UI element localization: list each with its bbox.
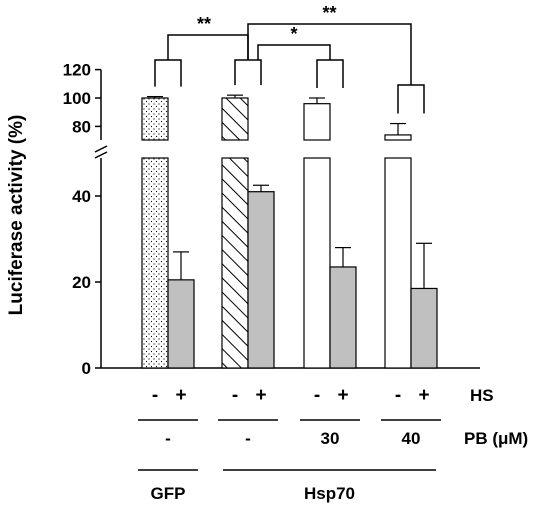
hs-label: - (395, 385, 401, 406)
group-bracket (397, 84, 425, 114)
hs-label: - (314, 385, 320, 406)
bar-lower-segment (303, 157, 331, 369)
y-tick-label: 20 (72, 273, 91, 292)
hs-row-label: HS (470, 386, 494, 405)
group-bracket (154, 59, 182, 87)
axis-break-mark (94, 145, 108, 153)
bar-lower-segment (221, 157, 249, 369)
hs-label: + (418, 385, 429, 406)
hs-label: + (255, 385, 266, 406)
bar (247, 191, 275, 369)
significance-label: * (290, 24, 297, 44)
pb-label: - (165, 429, 171, 448)
group-bracket (234, 59, 262, 86)
hs-label: + (175, 385, 186, 406)
y-axis-label: Luciferase activity (%) (6, 115, 27, 316)
bars (141, 94, 438, 369)
bar (329, 266, 357, 369)
group-bracket (316, 59, 344, 88)
bar-lower-segment (141, 157, 169, 369)
bar (303, 103, 331, 141)
significance-label: ** (322, 3, 336, 23)
bar (384, 134, 412, 141)
pb-label: 40 (402, 429, 421, 448)
y-tick-label: 40 (72, 187, 91, 206)
significance-bracket (167, 34, 249, 60)
y-tick-label: 100 (63, 89, 91, 108)
y-tick-label: 80 (72, 117, 91, 136)
pb-label: 30 (321, 429, 340, 448)
hs-label: - (152, 385, 158, 406)
hs-label: - (232, 385, 238, 406)
bar (221, 97, 249, 141)
significance-bracket (247, 23, 412, 85)
hs-label: + (337, 385, 348, 406)
bar (167, 279, 195, 369)
y-tick-label: 120 (63, 61, 91, 80)
y-tick-label: 0 (82, 359, 91, 378)
bar (141, 97, 169, 141)
construct-label: GFP (151, 484, 186, 503)
significance-bracket (257, 44, 331, 60)
bar-lower-segment (384, 157, 412, 369)
pb-row-label: PB (μM) (464, 429, 528, 448)
axes: 0 20 40 80 100 120 (63, 61, 480, 378)
axis-break-mark (94, 151, 108, 159)
significance-label: ** (197, 14, 211, 34)
pb-label: - (245, 429, 251, 448)
bar (410, 287, 438, 369)
significance-brackets: ** *** (154, 3, 425, 114)
construct-label: Hsp70 (304, 484, 355, 503)
